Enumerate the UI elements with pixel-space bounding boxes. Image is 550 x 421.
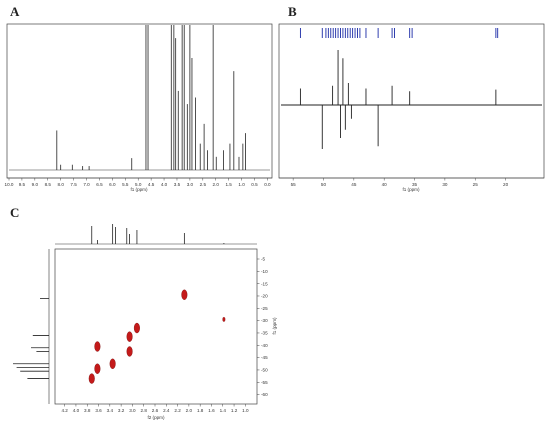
- panel-c-x-tick-label: 3.2: [118, 408, 125, 413]
- panel-b-peak-labels: [299, 28, 499, 38]
- panel-a-1h-spectrum: 10.0 9.5 9.0 8.5 8.0 7.5 7.0 6.5 6.0 5.5 5.0 4.5 4.0…: [5, 23, 273, 192]
- panel-b-x-label: f1 (ppm): [402, 187, 420, 192]
- panel-c-x-tick-label: 4.2: [61, 408, 68, 413]
- panel-b-tick-label: 45: [351, 182, 357, 187]
- panel-b-tick-label: 25: [473, 182, 479, 187]
- panel-b-x-axis: 55 50 45 40 35 30 25 20: [279, 177, 544, 187]
- panel-c-x-tick-label: 2.4: [163, 408, 170, 413]
- panel-a-tick-label: 3.0: [187, 182, 194, 187]
- panel-a-tick-label: 4.0: [161, 182, 168, 187]
- panel-c-x-tick-label: 1.2: [231, 408, 238, 413]
- panel-c-y-tick-label: -30: [261, 318, 268, 323]
- panel-c-2d-spectrum: 4.2 4.0 3.8 3.6 3.4 3.2 3.0 2.8 2.6 2.4 2.2 2.0 1.8 1…: [13, 224, 277, 420]
- panel-b-tick-label: 40: [382, 182, 388, 187]
- panel-c-y-tick-label: -5: [261, 257, 266, 262]
- panel-b-tick-label: 35: [412, 182, 418, 187]
- panel-b-tick-label: 55: [291, 182, 297, 187]
- panel-a-tick-label: 7.0: [83, 182, 90, 187]
- panel-c-y-tick-label: -60: [261, 392, 268, 397]
- panel-c-x-tick-label: 1.0: [242, 408, 249, 413]
- panel-a-tick-label: 8.0: [57, 182, 64, 187]
- panel-c-y-tick-label: -25: [261, 306, 268, 311]
- panel-c-x-tick-label: 2.0: [186, 408, 193, 413]
- panel-a-tick-label: 8.5: [45, 182, 52, 187]
- panel-letter-c: C: [10, 205, 19, 220]
- panel-c-y-tick-label: -45: [261, 355, 268, 360]
- panel-c-x-label: f2 (ppm): [147, 415, 165, 420]
- panel-a-tick-label: 5.0: [135, 182, 142, 187]
- panel-c-frame: [54, 248, 258, 405]
- panel-c-y-tick-label: -40: [261, 343, 268, 348]
- panel-c-x-tick-label: 4.0: [73, 408, 80, 413]
- panel-a-tick-label: 0.5: [251, 182, 258, 187]
- panel-c-y-tick-label: -15: [261, 281, 268, 286]
- panel-a-x-label: f1 (ppm): [130, 187, 148, 192]
- panel-a-tick-label: 2.5: [200, 182, 207, 187]
- panel-a-tick-label: 1.0: [238, 182, 245, 187]
- panel-c-x-tick-label: 1.8: [197, 408, 204, 413]
- panel-a-frame: [6, 23, 273, 179]
- panel-a-tick-label: 2.0: [213, 182, 220, 187]
- panel-a-tick-label: 4.5: [148, 182, 155, 187]
- panel-a-tick-label: 5.5: [122, 182, 129, 187]
- panel-c-crosspeak: [126, 346, 133, 357]
- panel-c-x-tick-label: 2.6: [152, 408, 159, 413]
- panel-a-peaks: [9, 25, 270, 171]
- panel-c-x-tick-label: 1.4: [220, 408, 227, 413]
- panel-a-x-axis: 10.0 9.5 9.0 8.5 8.0 7.5 7.0 6.5 6.0 5.5 5.0 4.5 4.0…: [5, 177, 272, 187]
- panel-c-y-axis: -5 -10 -15 -20 -25 -30 -35 -40 -45 -50 -55 -60: [257, 257, 268, 397]
- panel-letter-b: B: [288, 4, 297, 19]
- panel-c-y-tick-label: -20: [261, 294, 268, 299]
- panel-c-y-tick-label: -55: [261, 380, 268, 385]
- panel-c-x-tick-label: 3.6: [95, 408, 102, 413]
- panel-c-y-label: f1 (ppm): [272, 317, 277, 335]
- panel-a-tick-label: 3.5: [174, 182, 181, 187]
- panel-c-x-tick-label: 2.2: [174, 408, 181, 413]
- panel-c-x-tick-label: 3.0: [129, 408, 136, 413]
- panel-c-crosspeak: [181, 289, 188, 300]
- panel-c-top-projection: [55, 224, 257, 245]
- panel-b-frame: [278, 23, 545, 179]
- panel-b-tick-label: 30: [442, 182, 448, 187]
- panel-c-x-tick-label: 3.4: [107, 408, 114, 413]
- panel-a-tick-label: 0.0: [264, 182, 271, 187]
- panel-c-x-tick-label: 3.8: [84, 408, 91, 413]
- panel-c-crosspeak: [88, 373, 95, 384]
- panel-a-tick-label: 9.5: [19, 182, 26, 187]
- panel-c-crosspeak: [94, 363, 101, 374]
- panel-c-y-tick-label: -50: [261, 368, 268, 373]
- panel-c-y-tick-label: -35: [261, 331, 268, 336]
- panel-a-tick-label: 1.5: [225, 182, 232, 187]
- panel-c-y-tick-label: -10: [261, 269, 268, 274]
- panel-a-tick-label: 6.5: [96, 182, 103, 187]
- panel-b-13c-spectrum: 55 50 45 40 35 30 25 20 f1 (ppm): [278, 23, 545, 192]
- panel-a-tick-label: 6.0: [109, 182, 116, 187]
- panel-a-tick-label: 7.5: [70, 182, 77, 187]
- panel-c-crosspeak: [94, 341, 101, 352]
- panel-b-tick-label: 20: [503, 182, 509, 187]
- panel-b-tick-label: 50: [321, 182, 327, 187]
- panel-c-crosspeak: [126, 331, 133, 342]
- panel-c-left-projection: [13, 249, 50, 404]
- panel-a-tick-label: 9.0: [32, 182, 39, 187]
- panel-c-crosspeaks: [88, 289, 226, 384]
- panel-c-crosspeak: [133, 322, 140, 334]
- panel-a-tick-label: 10.0: [5, 182, 14, 187]
- panel-c-crosspeak: [109, 358, 116, 369]
- panel-c-x-tick-label: 1.6: [208, 408, 215, 413]
- panel-c-crosspeak: [222, 317, 226, 322]
- panel-b-peaks: [281, 50, 542, 149]
- panel-c-x-axis: 4.2 4.0 3.8 3.6 3.4 3.2 3.0 2.8 2.6 2.4 2.2 2.0 1.8 1…: [61, 404, 249, 413]
- panel-c-x-tick-label: 2.8: [141, 408, 148, 413]
- panel-letter-a: A: [10, 4, 20, 19]
